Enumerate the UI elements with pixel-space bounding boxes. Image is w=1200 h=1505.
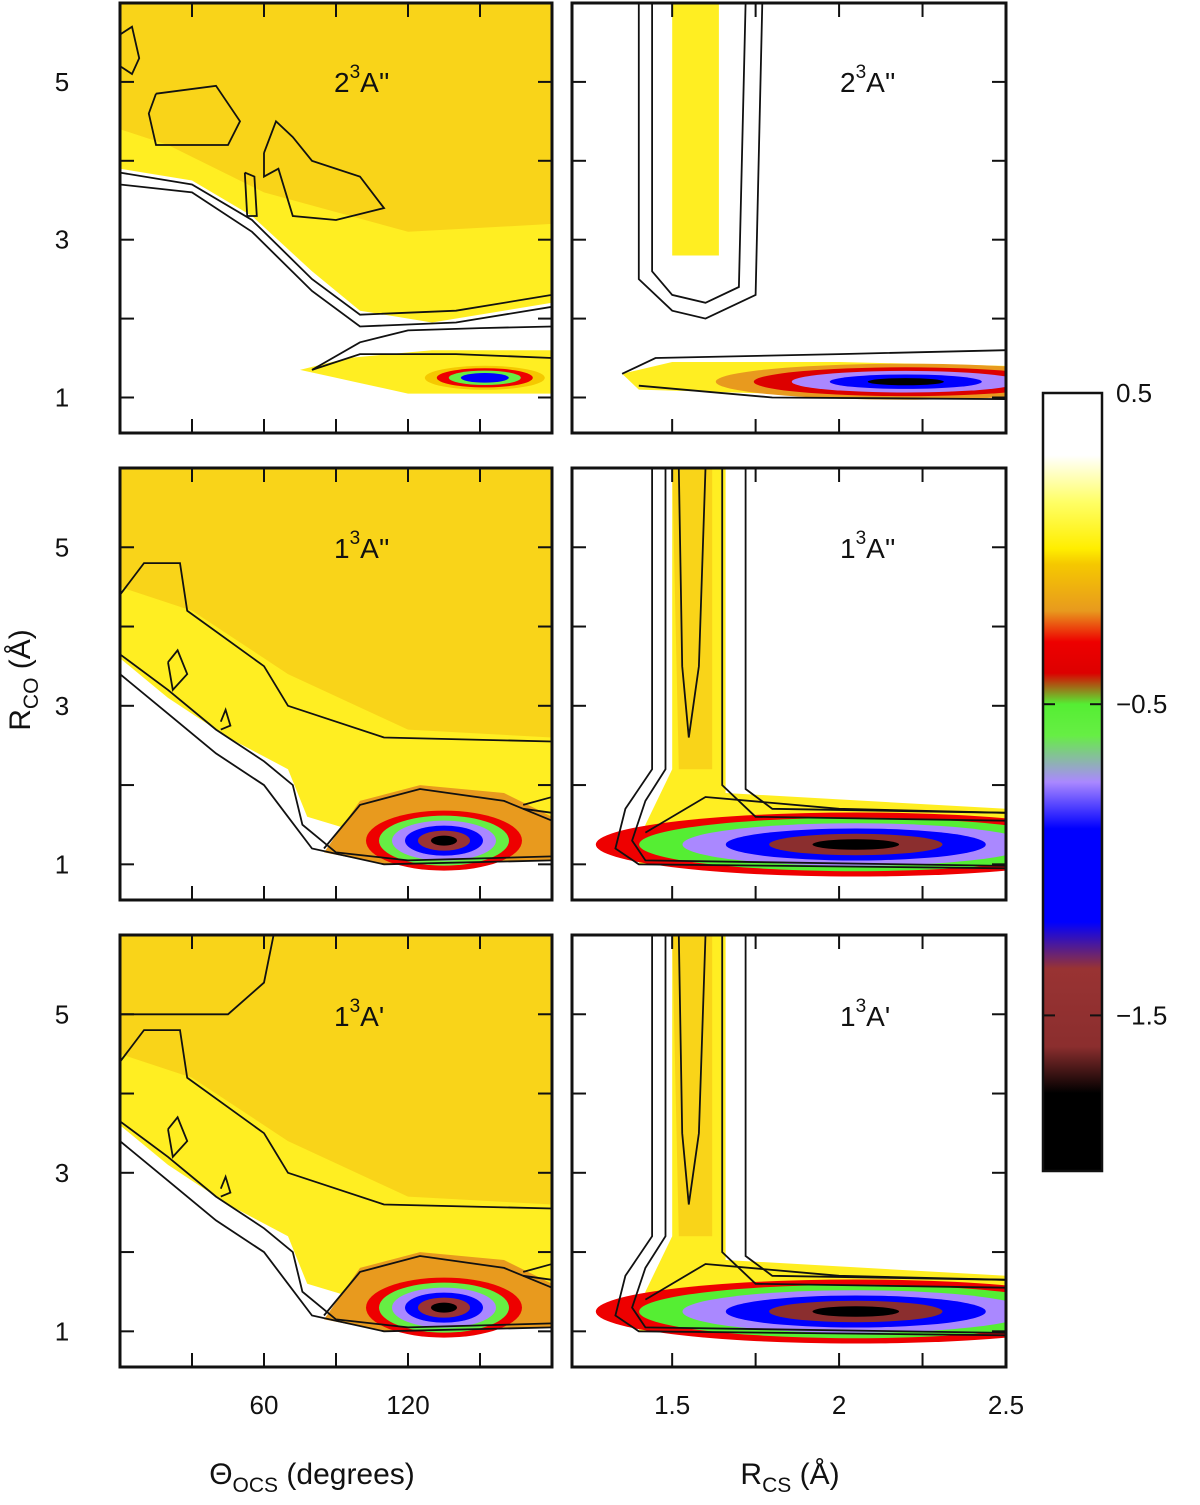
r2-left-contour-5 [219,1174,232,1198]
tick-labels: 1 3 5 1 3 5 1 3 5 60 120 1.5 2 2.5 [55,67,1024,1420]
panel-middle-right [572,468,1006,900]
r0-left-warm-region [120,3,552,232]
colorbar-gradient [1041,391,1104,1173]
xtick-label-left: 60 [250,1390,279,1420]
colorbar-ticks: 0.5 −0.5 −1.5 [1043,378,1167,1030]
r0-right-well-level-4 [867,378,944,386]
colorbar: 0.5 −0.5 −1.5 [1041,378,1167,1173]
r2-right-contour-5 [644,1263,1006,1301]
r0-left-contour-5 [263,119,386,221]
r0-right-contour-2 [621,349,1006,375]
ytick-label-middle: 5 [55,532,69,562]
r1-left-contour-6 [522,796,552,814]
r2-left-contour-1 [120,1120,552,1329]
r1-left-contour-4 [167,648,189,692]
r1-right-contour-0 [677,468,707,738]
ytick-label-bottom: 3 [55,1158,69,1188]
frame-top-right [570,1,1008,435]
panel-label-bottom-right: 13A' [840,996,890,1032]
r2-left-contour-6 [522,1263,552,1281]
r2-right-column [672,935,713,1237]
r2-left-contour-4 [167,1115,189,1159]
r1-left-contour-2 [120,673,552,866]
r0-left-contour-0 [120,171,552,316]
ytick-label-top: 5 [55,67,69,97]
panel-top-left [120,3,552,433]
r1-right-contour-5 [644,796,1006,834]
frame-middle-right [570,466,1008,902]
r1-left-contour-3 [323,788,552,850]
panel-middle-left [120,468,552,900]
r2-right-contour-0 [677,935,707,1205]
r0-left-contour-2 [311,325,552,371]
xtick-label-right: 2 [832,1390,846,1420]
r2-left-contour-0 [120,1029,552,1210]
r0-left-contour-4 [147,84,242,146]
xtick-label-left: 120 [386,1390,429,1420]
r2-right-well-level-5 [812,1306,900,1317]
r0-right-contour-0 [651,3,747,304]
xtick-label-right: 1.5 [654,1390,690,1420]
colorbar-tick-label: −1.5 [1116,1000,1167,1030]
xtick-label-right: 2.5 [988,1390,1024,1420]
r0-left-well-level-4 [472,375,497,381]
r1-right-contour-2 [614,468,1006,870]
r2-right-contour-3 [721,935,1006,1289]
panel-label-middle-left: 13A'' [334,528,390,564]
y-axis-title: RCO (Å) [4,629,43,731]
r0-right-contour-1 [637,3,764,320]
r0-left-contour-1 [120,183,552,328]
r1-left-contour-0 [120,562,552,743]
r1-right-contour-1 [631,468,1006,867]
x-axis-title-left: ΘOCS (degrees) [209,1458,415,1497]
r2-left-contour-3 [323,1255,552,1317]
r2-left-contour-2 [120,1140,552,1333]
panel-label-bottom-left: 13A' [334,996,384,1032]
r2-right-contour-1 [631,935,1006,1334]
r1-right-well-level-5 [812,839,900,850]
r2-left-warm-region [120,935,552,1205]
r1-left-contour-5 [219,707,232,731]
panel-label-top-right: 23A'' [840,62,896,98]
panel-label-top-left: 23A'' [334,62,390,98]
r0-right-column [672,3,719,256]
r1-left-contour-1 [120,653,552,862]
ytick-label-middle: 1 [55,849,69,879]
panel-frames [118,1,1008,1369]
ytick-label-middle: 3 [55,691,69,721]
frame-bottom-right [570,933,1008,1369]
ytick-label-top: 1 [55,382,69,412]
colorbar-tick-label: −0.5 [1116,689,1167,719]
r2-right-contour-2 [614,935,1006,1337]
r2-left-well-level-5 [431,1302,457,1313]
r0-right-repulsive-region [572,3,1006,433]
x-axis-title-right: RCS (Å) [740,1458,839,1497]
colorbar-tick-label: 0.5 [1116,378,1152,408]
r1-right-contour-3 [721,468,1006,822]
r2-left-contour-7 [120,935,275,1016]
r1-right-column [672,468,713,770]
panel-label-middle-right: 13A'' [840,528,896,564]
panel-bottom-left [120,935,552,1367]
ytick-label-bottom: 1 [55,1316,69,1346]
r0-left-contour-3 [311,353,552,371]
panel-bottom-right [572,935,1006,1367]
r0-right-contour-3 [638,384,1006,400]
ytick-label-top: 3 [55,225,69,255]
r1-left-well-level-5 [431,835,457,846]
r0-left-contour-7 [120,25,141,76]
ytick-label-bottom: 5 [55,999,69,1029]
r1-left-warm-region [120,468,552,738]
r0-left-contour-6 [243,171,258,217]
panel-top-right [572,3,1006,433]
